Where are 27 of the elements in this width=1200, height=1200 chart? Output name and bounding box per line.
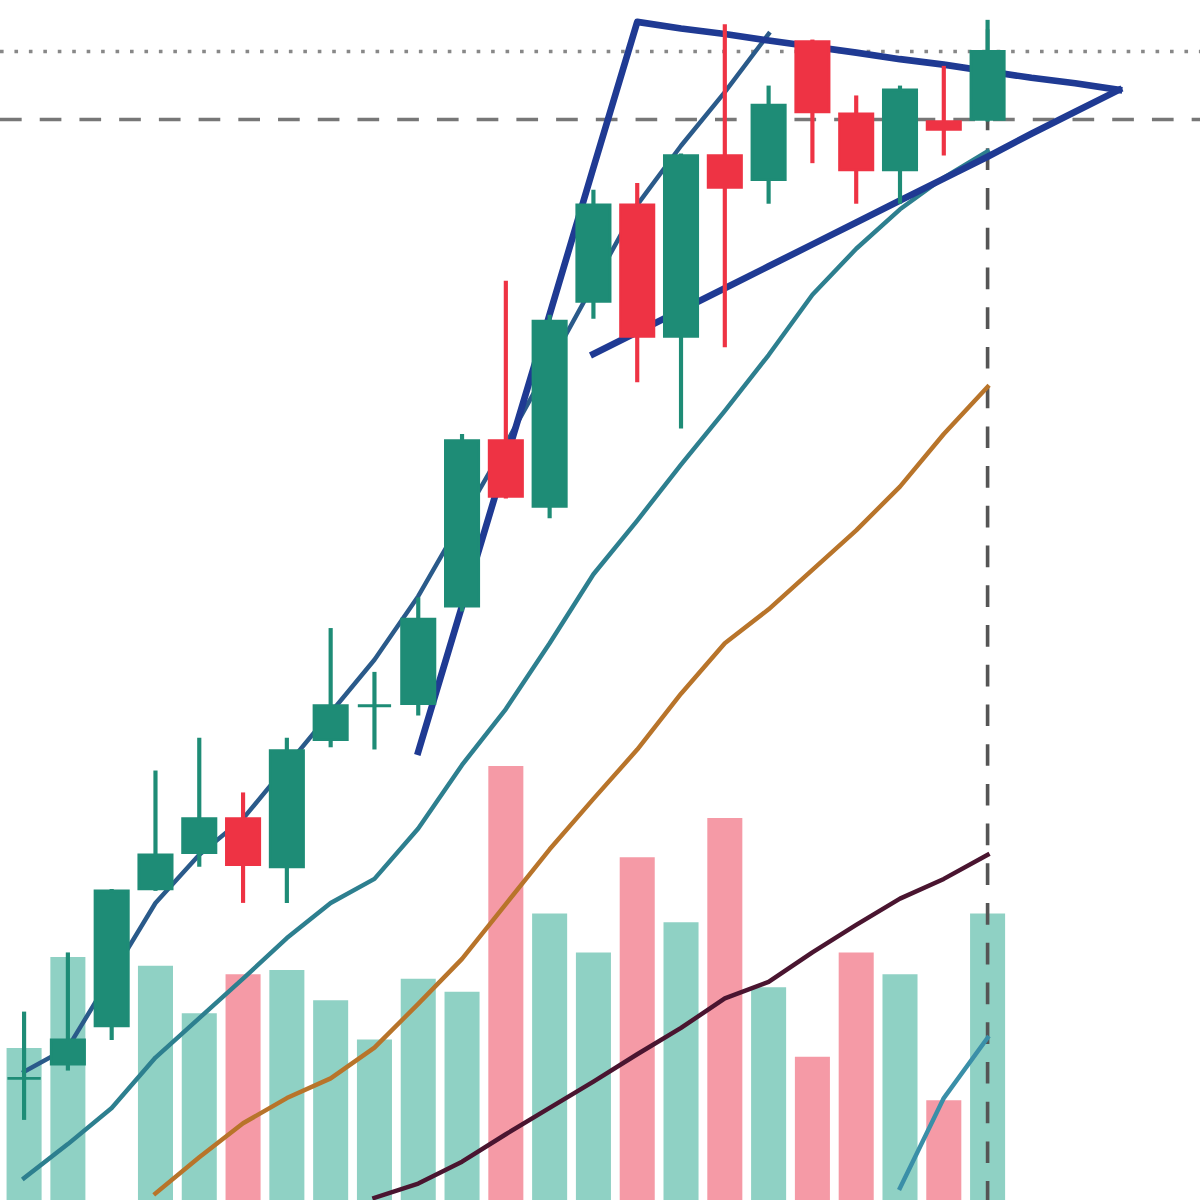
- candlestick: [312, 628, 349, 748]
- bar: [970, 913, 1006, 1200]
- candlestick: [137, 770, 174, 891]
- candlestick: [356, 671, 393, 750]
- bar: [444, 991, 480, 1200]
- bar: [751, 987, 787, 1200]
- bar: [707, 818, 743, 1200]
- candlestick: [225, 792, 262, 903]
- bar: [926, 1100, 962, 1200]
- bar: [225, 974, 261, 1200]
- candlestick: [181, 737, 218, 867]
- bar: [794, 1056, 830, 1200]
- bar: [532, 913, 568, 1200]
- bar: [181, 1013, 217, 1200]
- bar: [313, 1000, 349, 1200]
- candlestick: [706, 24, 743, 348]
- bar: [269, 969, 305, 1200]
- candlestick: [925, 65, 962, 156]
- bar: [488, 765, 524, 1200]
- bar: [619, 857, 655, 1200]
- bar: [663, 922, 699, 1200]
- bar: [400, 978, 436, 1200]
- bar: [838, 952, 874, 1200]
- bar: [356, 1039, 392, 1200]
- bar: [137, 965, 173, 1200]
- bar: [882, 974, 918, 1200]
- bar: [575, 952, 611, 1200]
